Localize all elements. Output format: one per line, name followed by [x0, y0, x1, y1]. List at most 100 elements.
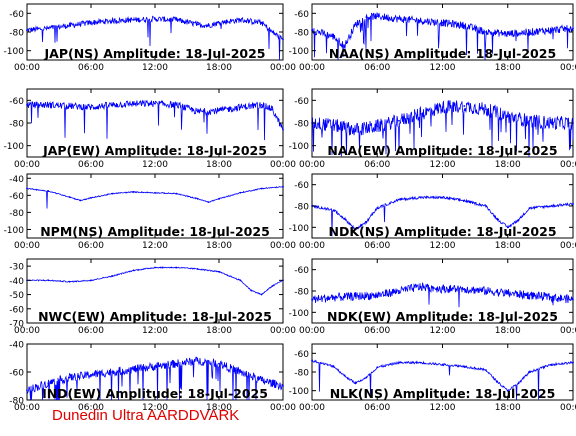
x-tick-label: 18:00	[495, 160, 521, 170]
data-point	[111, 192, 114, 195]
data-point	[332, 35, 335, 38]
data-point	[365, 221, 368, 223]
data-point	[260, 103, 263, 106]
data-point	[550, 122, 553, 124]
y-tick-label: -30	[9, 263, 24, 273]
data-point	[282, 385, 284, 387]
x-tick-label: 00:00	[14, 403, 40, 413]
data-point	[528, 119, 531, 122]
y-tick-label: -80	[294, 29, 309, 39]
y-tick-label: -60	[294, 10, 309, 20]
data-point	[90, 279, 92, 282]
x-tick-label: 00:00	[560, 326, 576, 336]
data-point	[196, 359, 199, 362]
x-tick-label: 00:00	[14, 326, 40, 336]
x-tick-label: 06:00	[78, 63, 104, 73]
x-tick-label: 00:00	[270, 241, 296, 251]
chart-panel: -60 -80 -100 00:00 06:00 12:00 18:00 00:00 NLK(N…	[289, 343, 576, 413]
data-point	[196, 110, 199, 113]
data-point	[485, 31, 487, 33]
data-point	[572, 27, 574, 30]
data-point	[343, 217, 346, 220]
data-point	[354, 382, 357, 385]
data-point	[441, 21, 444, 24]
x-tick-label: 00:00	[560, 403, 576, 413]
data-point	[506, 292, 509, 295]
data-point	[485, 205, 487, 207]
chart-title: JAP(NS) Amplitude: 18-Jul-2025	[44, 46, 266, 61]
x-tick-label: 12:00	[142, 326, 168, 336]
data-point	[239, 279, 242, 282]
data-point	[441, 363, 444, 366]
data-point	[485, 369, 487, 372]
data-point	[463, 199, 466, 202]
data-point	[311, 359, 313, 362]
data-point	[132, 102, 135, 105]
chart-panel: -60 -80 -100 00:00 06:00 12:00 18:00 00:00NAA(E…	[289, 88, 576, 170]
data-point	[111, 103, 114, 106]
data-point	[419, 19, 422, 22]
data-point	[90, 196, 92, 199]
chart-panel: -60-80-10000:0006:0012:0018:0000:00NDK(N…	[289, 173, 576, 251]
data-point	[354, 295, 357, 298]
x-tick-label: 18:00	[495, 63, 521, 73]
data-point	[47, 190, 50, 192]
data-point	[154, 102, 156, 105]
data-point	[68, 280, 71, 283]
x-tick-label: 12:00	[430, 403, 456, 413]
data-point	[354, 23, 357, 26]
x-tick-label: 18:00	[206, 241, 232, 251]
data-point	[47, 279, 50, 282]
y-tick-label: -40	[9, 277, 24, 287]
data-point	[343, 45, 346, 47]
data-point	[260, 21, 263, 24]
data-point	[132, 368, 135, 371]
y-tick-label: -80	[9, 209, 24, 219]
x-tick-label: 18:00	[206, 326, 232, 336]
data-point	[154, 18, 156, 20]
data-point	[463, 105, 466, 107]
x-tick-label: 06:00	[78, 241, 104, 251]
data-point	[463, 287, 466, 290]
data-point	[271, 108, 274, 111]
data-point	[196, 197, 199, 200]
y-tick-label: -40	[9, 175, 24, 185]
data-point	[528, 371, 531, 373]
data-point	[175, 362, 178, 365]
y-tick-label: -100	[289, 309, 310, 319]
data-point	[175, 192, 178, 195]
data-point	[207, 201, 210, 204]
data-point	[132, 18, 135, 21]
credit-label: Dunedin Ultra AARDDVARK	[52, 407, 240, 424]
y-tick-label: -60	[9, 192, 24, 202]
x-tick-label: 06:00	[364, 160, 390, 170]
plot-frame	[26, 3, 284, 61]
x-tick-label: 18:00	[495, 241, 521, 251]
x-tick-label: 06:00	[364, 326, 390, 336]
series-line	[26, 356, 284, 401]
data-point	[528, 31, 531, 33]
data-point	[398, 18, 400, 20]
data-point	[495, 380, 498, 383]
series-line	[27, 15, 284, 61]
data-point	[260, 379, 263, 382]
data-point	[111, 371, 114, 373]
data-point	[239, 371, 242, 373]
y-tick-label: -100	[289, 47, 310, 57]
y-tick-label: -80	[294, 203, 309, 213]
chart-title: IND(EW) Amplitude: 18-Jul-2025	[42, 386, 268, 401]
data-point	[354, 228, 357, 231]
data-point	[343, 374, 346, 377]
y-tick-label: -80	[9, 397, 24, 407]
x-tick-label: 06:00	[364, 403, 390, 413]
chart-title: NAA(NS) Amplitude: 18-Jul-2025	[329, 46, 556, 61]
x-tick-label: 00:00	[560, 160, 576, 170]
data-point	[271, 31, 274, 33]
y-tick-label: -100	[4, 226, 25, 236]
plot-frame	[26, 173, 284, 239]
y-tick-label: -100	[4, 47, 25, 57]
data-point	[271, 285, 274, 287]
